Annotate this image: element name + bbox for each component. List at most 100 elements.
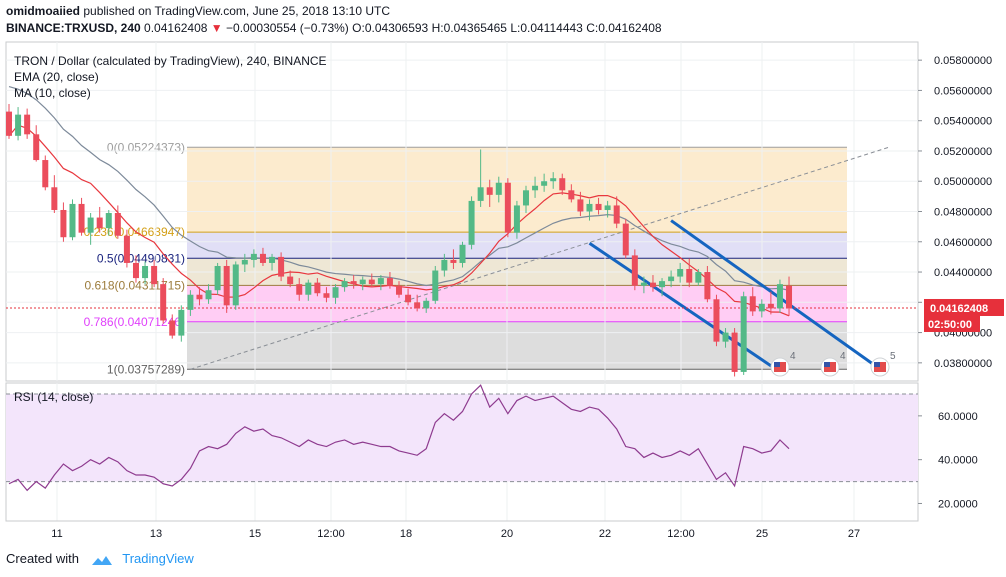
high-label: H: — [431, 21, 444, 35]
candle[interactable] — [33, 134, 40, 161]
trend-line[interactable] — [588, 242, 781, 374]
candle[interactable] — [722, 332, 729, 342]
candle[interactable] — [713, 299, 720, 342]
candle[interactable] — [69, 203, 76, 238]
candle[interactable] — [613, 205, 620, 224]
candle[interactable] — [477, 187, 484, 201]
candle[interactable] — [568, 190, 575, 200]
candle[interactable] — [142, 265, 149, 279]
candle[interactable] — [649, 282, 656, 288]
candle[interactable] — [6, 111, 12, 136]
candle[interactable] — [114, 213, 121, 236]
candle[interactable] — [659, 281, 666, 288]
candle[interactable] — [60, 209, 67, 238]
candle[interactable] — [314, 282, 321, 294]
candle[interactable] — [695, 272, 702, 283]
open-label: O: — [352, 21, 365, 35]
candle[interactable] — [767, 303, 774, 309]
candle[interactable] — [704, 272, 711, 300]
candle[interactable] — [686, 269, 693, 283]
candle[interactable] — [396, 285, 403, 295]
candle[interactable] — [541, 181, 548, 186]
candle[interactable] — [513, 205, 520, 233]
candle[interactable] — [359, 279, 366, 285]
candle[interactable] — [96, 217, 103, 229]
candle[interactable] — [486, 187, 493, 195]
candle[interactable] — [677, 269, 684, 277]
event-count: 4 — [790, 351, 796, 362]
candle[interactable] — [668, 276, 675, 282]
candle[interactable] — [214, 265, 221, 291]
trend-line[interactable] — [670, 219, 881, 371]
candle[interactable] — [423, 300, 430, 309]
candle[interactable] — [15, 114, 22, 136]
candle[interactable] — [604, 205, 611, 210]
candle[interactable] — [250, 253, 257, 260]
candle[interactable] — [259, 253, 266, 263]
candle[interactable] — [377, 278, 384, 285]
ema-line — [8, 85, 790, 291]
candle[interactable] — [386, 278, 393, 286]
candle[interactable] — [296, 284, 303, 295]
candle[interactable] — [278, 256, 285, 277]
event-count: 5 — [890, 351, 896, 362]
candle[interactable] — [459, 244, 466, 263]
candle[interactable] — [631, 255, 638, 286]
candle[interactable] — [441, 259, 448, 271]
candle[interactable] — [196, 294, 203, 300]
candle[interactable] — [305, 282, 312, 295]
candle[interactable] — [405, 294, 412, 303]
candle[interactable] — [577, 199, 584, 212]
candle[interactable] — [550, 178, 557, 182]
fib-trend-line[interactable] — [190, 146, 889, 370]
candle[interactable] — [504, 182, 511, 233]
candle[interactable] — [205, 290, 212, 300]
candle[interactable] — [78, 203, 85, 233]
candle[interactable] — [323, 293, 330, 298]
candle[interactable] — [169, 320, 176, 336]
candle[interactable] — [105, 213, 112, 229]
candle[interactable] — [731, 332, 738, 372]
candle[interactable] — [776, 284, 783, 309]
candle[interactable] — [758, 303, 765, 312]
candle[interactable] — [586, 203, 593, 212]
candle[interactable] — [241, 259, 248, 265]
candle[interactable] — [151, 265, 158, 285]
candle[interactable] — [223, 265, 230, 306]
candle[interactable] — [740, 296, 747, 372]
candle[interactable] — [368, 279, 375, 285]
tradingview-link[interactable]: TradingView — [122, 551, 194, 566]
candle[interactable] — [786, 285, 793, 309]
candle[interactable] — [640, 282, 647, 286]
candle[interactable] — [287, 276, 294, 285]
candle[interactable] — [341, 281, 348, 288]
candle[interactable] — [559, 178, 566, 191]
candle[interactable] — [468, 200, 475, 245]
ma-legend: MA (10, close) — [14, 86, 91, 100]
candle[interactable] — [522, 190, 529, 206]
candle[interactable] — [749, 296, 756, 312]
candle[interactable] — [414, 302, 421, 309]
candle[interactable] — [132, 262, 139, 279]
candle[interactable] — [51, 187, 58, 210]
candle[interactable] — [232, 264, 239, 306]
candle[interactable] — [269, 256, 276, 263]
candle[interactable] — [350, 281, 357, 285]
candle[interactable] — [160, 284, 167, 321]
candle[interactable] — [87, 217, 94, 233]
candle[interactable] — [42, 160, 49, 188]
candle[interactable] — [178, 309, 185, 336]
candle[interactable] — [532, 185, 539, 191]
candle[interactable] — [123, 235, 130, 263]
candle[interactable] — [432, 270, 439, 301]
candle[interactable] — [495, 182, 502, 195]
event-count: 4 — [840, 351, 846, 362]
candle[interactable] — [622, 223, 629, 256]
candle[interactable] — [187, 294, 194, 310]
candle[interactable] — [332, 287, 339, 298]
candle[interactable] — [450, 259, 457, 263]
candle[interactable] — [595, 203, 602, 210]
candle[interactable] — [24, 114, 31, 135]
author-link[interactable]: omidmoaiied — [6, 4, 81, 18]
